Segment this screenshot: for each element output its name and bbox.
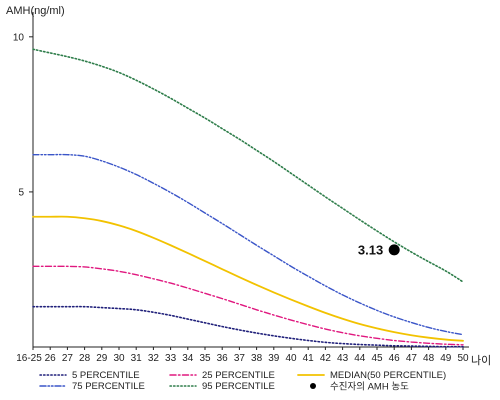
x-tick-label: 49 <box>440 353 452 364</box>
series-line-1 <box>32 265 464 346</box>
legend-label-1: 25 PERCENTILE <box>202 370 275 381</box>
x-tick-label: 48 <box>423 353 435 364</box>
x-tick-label: 30 <box>113 353 125 364</box>
x-tick-label: 39 <box>268 353 280 364</box>
legend-point-marker <box>310 383 316 389</box>
legend-label-2: MEDIAN(50 PERCENTILE) <box>330 370 446 381</box>
legend-label-patient: 수진자의 AMH 농도 <box>330 382 409 393</box>
series-line-0 <box>32 305 464 348</box>
x-tick-label: 36 <box>217 353 229 364</box>
x-tick-label: 43 <box>337 353 349 364</box>
x-tick-label: 27 <box>62 353 74 364</box>
series-line-2 <box>32 215 464 342</box>
x-tick-label: 50 <box>457 353 469 364</box>
x-tick-label: 37 <box>234 353 246 364</box>
series-line-4 <box>32 48 464 283</box>
legend-label-3: 75 PERCENTILE <box>72 381 145 392</box>
x-tick-label: 33 <box>165 353 177 364</box>
y-axis-title: AMH(ng/ml) <box>6 5 65 17</box>
legend-label-4: 95 PERCENTILE <box>202 381 275 392</box>
patient-amh-point <box>388 244 400 256</box>
x-tick-label: 47 <box>406 353 418 364</box>
x-tick-label: 42 <box>320 353 332 364</box>
x-tick-label: 44 <box>354 353 366 364</box>
x-axis-title: 나이 <box>471 354 491 367</box>
x-tick-label: 29 <box>96 353 108 364</box>
y-tick-label: 10 <box>13 32 25 43</box>
x-tick-label: 28 <box>79 353 91 364</box>
series-layer <box>32 48 464 348</box>
legend: 5 PERCENTILE 25 PERCENTILE MEDIAN(50 PERCE… <box>39 370 446 393</box>
axes: AMH(ng/ml) 5 10 16-25 26 27 28 29 30 31 32 33 34 35 36… <box>6 5 491 367</box>
patient-amh-value-label: 3.13 <box>358 242 383 257</box>
y-tick-label: 5 <box>18 187 24 198</box>
x-tick-label: 46 <box>389 353 401 364</box>
legend-label-0: 5 PERCENTILE <box>72 370 140 381</box>
x-tick-label: 31 <box>131 353 143 364</box>
x-tick-label: 26 <box>45 353 57 364</box>
x-tick-label: 32 <box>148 353 160 364</box>
series-line-3 <box>32 153 464 336</box>
x-tick-label: 35 <box>199 353 211 364</box>
x-tick-label: 16-25 <box>16 353 42 364</box>
x-tick-label: 34 <box>182 353 194 364</box>
x-tick-label: 38 <box>251 353 263 364</box>
x-tick-label: 41 <box>303 353 315 364</box>
x-tick-label: 40 <box>285 353 297 364</box>
highlight-layer: 3.13 <box>358 242 400 257</box>
x-tick-label: 45 <box>371 353 383 364</box>
